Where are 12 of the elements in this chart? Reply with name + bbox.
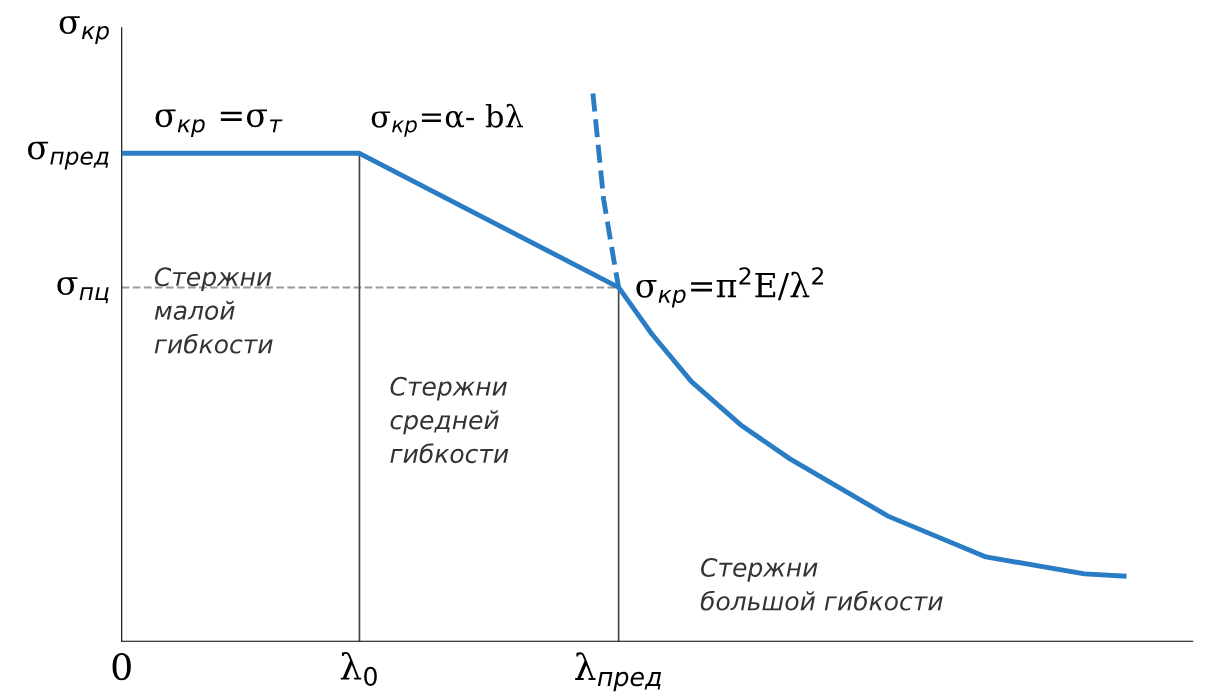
- annotation: σ$_{кр}$ =σ$_{т}$: [155, 109, 283, 138]
- x-tick-label: 0: [112, 652, 131, 681]
- x-tick-label: λ$_{пред}$: [575, 652, 662, 692]
- annotation: σ$_{кр}$=α- bλ: [371, 103, 523, 137]
- annotation: σ$_{пред}$: [27, 141, 109, 170]
- ref-line-label: σ$_{пц}$: [57, 277, 109, 304]
- annotation: Стержни средней гибкости: [390, 376, 509, 464]
- x-tick-label: λ$_{0}$: [340, 651, 377, 686]
- annotation: σ$_{кр}$=π$^{2}$E/λ$^{2}$: [636, 267, 824, 308]
- y-axis-title: σ$_{кр}$: [59, 16, 109, 44]
- annotation: Стержни большой гибкости: [700, 557, 943, 611]
- annotation: Стержни малой гибкости: [154, 267, 273, 354]
